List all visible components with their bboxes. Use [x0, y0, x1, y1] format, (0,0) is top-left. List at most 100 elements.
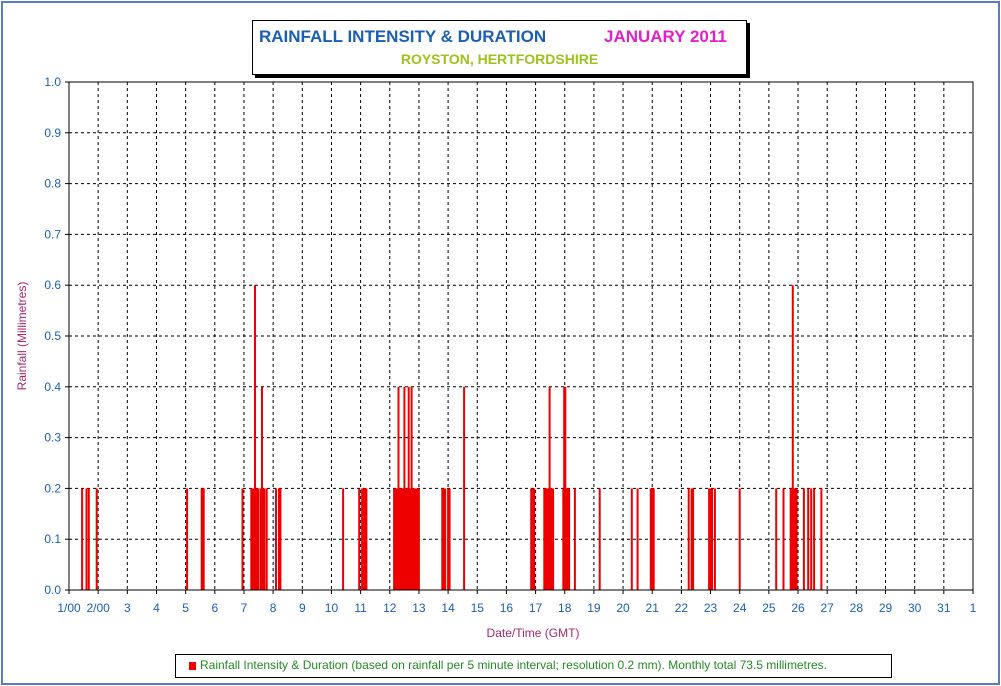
x-tick-label: 20 — [616, 601, 630, 615]
rain-bar — [202, 488, 205, 590]
rain-bar — [186, 488, 189, 590]
rain-bar — [533, 488, 536, 590]
chart-title: RAINFALL INTENSITY & DURATION — [259, 27, 547, 46]
rain-bar — [409, 488, 412, 590]
rain-bar — [259, 488, 262, 590]
rain-bar — [87, 488, 90, 590]
rain-bar — [416, 488, 419, 590]
y-tick-label: 0.8 — [44, 177, 61, 191]
x-tick-label: 26 — [791, 601, 805, 615]
rain-bar — [254, 488, 257, 590]
rain-bar — [652, 488, 655, 590]
rain-bar — [401, 488, 404, 590]
rain-bar — [254, 285, 256, 590]
rain-bar — [792, 488, 795, 590]
rain-bar — [361, 488, 364, 590]
rain-bar — [263, 488, 266, 590]
x-tick-label: 11 — [354, 601, 367, 615]
x-tick-label: 15 — [471, 601, 485, 615]
y-tick-label: 0.0 — [44, 583, 61, 597]
rain-bar — [565, 488, 568, 590]
rain-bar — [636, 488, 639, 590]
y-tick-label: 0.6 — [44, 278, 61, 292]
rain-bar — [711, 488, 713, 590]
x-tick-label: 3 — [124, 601, 131, 615]
rain-bar — [393, 488, 396, 590]
x-tick-label: 1/00 — [57, 601, 81, 615]
x-tick-label: 21 — [646, 601, 660, 615]
rain-bar — [399, 488, 401, 590]
rain-bar — [265, 488, 268, 590]
rain-bar — [713, 488, 716, 590]
y-tick-label: 1.0 — [44, 75, 61, 89]
rain-bar — [394, 488, 397, 590]
rain-bar — [404, 488, 407, 590]
x-tick-label: 14 — [441, 601, 455, 615]
y-tick-label: 0.2 — [44, 481, 61, 495]
x-tick-label: 28 — [850, 601, 864, 615]
rain-bar — [573, 488, 576, 590]
rain-bar — [598, 488, 601, 590]
rain-bar — [403, 386, 406, 590]
rain-bar — [795, 488, 798, 590]
rain-bar — [358, 488, 361, 590]
rain-bar — [807, 488, 810, 590]
rain-bar — [692, 488, 695, 590]
x-tick-label: 9 — [299, 601, 306, 615]
x-tick-label: 12 — [383, 601, 397, 615]
bars — [81, 285, 823, 590]
rain-bar — [262, 488, 265, 590]
y-tick-label: 0.4 — [44, 380, 61, 394]
rain-bar — [709, 488, 712, 590]
rain-bar — [549, 488, 552, 590]
rain-bar — [552, 488, 555, 590]
rain-bar — [250, 488, 253, 590]
rain-bar — [649, 488, 652, 590]
x-tick-label: 1 — [970, 601, 977, 615]
rain-bar — [463, 386, 466, 590]
rain-bar — [563, 386, 566, 590]
y-tick-label: 0.7 — [44, 227, 61, 241]
rain-bar — [444, 488, 447, 590]
x-tick-label: 18 — [558, 601, 572, 615]
rain-bar — [275, 488, 277, 590]
rain-bar — [782, 488, 785, 590]
rain-bar — [708, 488, 711, 590]
rain-bar — [802, 488, 805, 590]
rain-bar — [95, 488, 98, 590]
y-tick-label: 0.5 — [44, 329, 61, 343]
x-tick-label: 6 — [211, 601, 218, 615]
legend: Rainfall Intensity & Duration (based on … — [175, 654, 892, 678]
legend-swatch — [189, 662, 196, 670]
x-tick-label: 13 — [412, 601, 426, 615]
rain-bar — [365, 488, 368, 590]
y-tick-label: 0.3 — [44, 431, 61, 445]
rain-bar — [407, 386, 410, 590]
x-tick-label: 2/00 — [86, 601, 110, 615]
y-tick-label: 0.1 — [44, 532, 61, 546]
rain-bar — [544, 488, 547, 590]
rain-bar — [279, 488, 282, 590]
rain-bar — [410, 386, 413, 590]
rain-bar — [400, 488, 403, 590]
x-tick-label: 24 — [733, 601, 747, 615]
x-tick-label: 25 — [762, 601, 776, 615]
x-tick-label: 8 — [270, 601, 277, 615]
rain-bar — [789, 488, 792, 590]
rain-bar — [252, 488, 255, 590]
x-tick-label: 5 — [182, 601, 189, 615]
y-axis-label: Rainfall (Millimetres) — [15, 282, 29, 391]
rain-bar — [256, 488, 259, 590]
rain-bar — [546, 488, 549, 590]
rain-bar — [820, 488, 823, 590]
rain-bar — [810, 488, 813, 590]
chart-subtitle: ROYSTON, HERTFORDSHIRE — [400, 51, 599, 67]
grid — [65, 81, 974, 594]
x-tick-label: 22 — [675, 601, 689, 615]
rain-bar — [738, 488, 741, 590]
rain-bar — [342, 488, 345, 590]
x-tick-label: 7 — [241, 601, 248, 615]
y-tick-label: 0.9 — [44, 126, 61, 140]
x-axis-label: Date/Time (GMT) — [487, 626, 580, 640]
